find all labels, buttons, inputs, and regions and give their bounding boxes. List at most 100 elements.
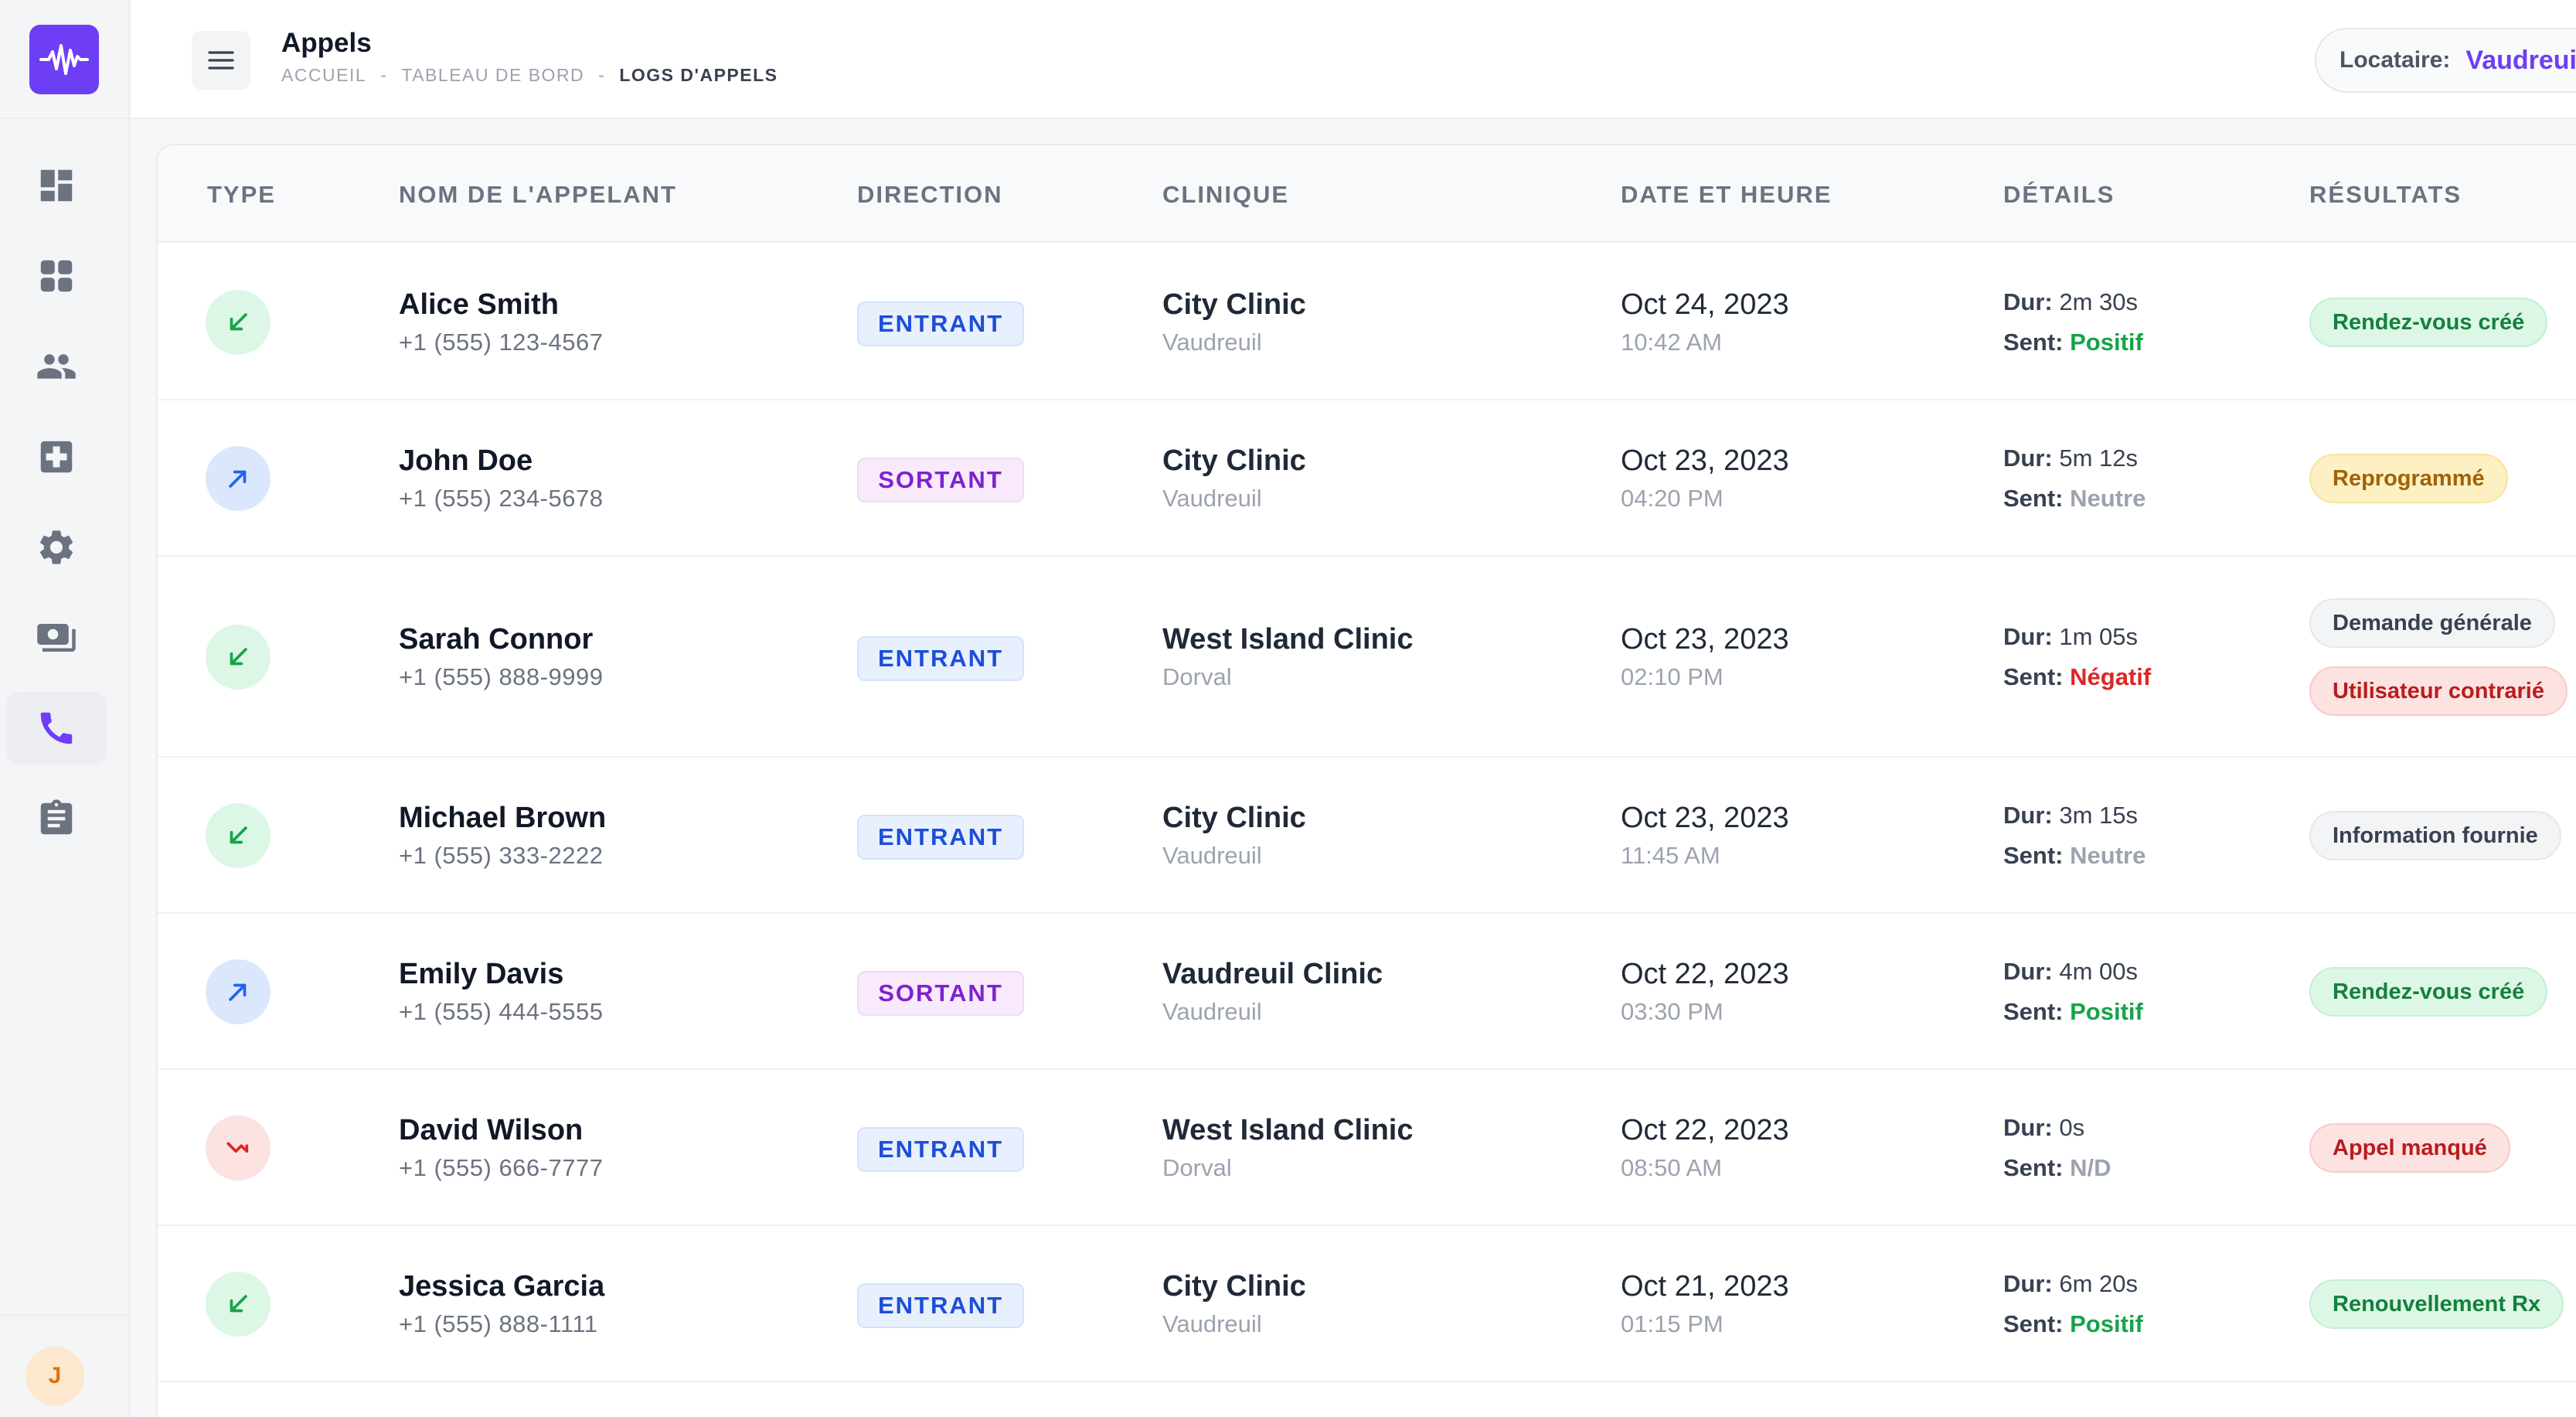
users-icon (37, 354, 76, 379)
breadcrumb-separator: - (598, 65, 606, 85)
nav-apps[interactable] (6, 240, 107, 312)
tenant-selector[interactable]: Locataire: Vaudreuil (2315, 28, 2576, 93)
nav-calls[interactable] (6, 692, 107, 765)
direction-badge: SORTANT (857, 458, 1024, 502)
column-header-clinic[interactable]: CLINIQUE (1162, 181, 1290, 208)
sentiment-value: Positif (2070, 329, 2143, 356)
call-sentiment: Sent: N/D (2003, 1154, 2112, 1182)
column-header-results[interactable]: RÉSULTATS (2309, 181, 2462, 208)
result-badge: Rendez-vous créé (2309, 298, 2548, 347)
duration-label: Dur: (2003, 623, 2053, 650)
table-row[interactable]: Michael Brown +1 (555) 333-2222 ENTRANT … (158, 758, 2576, 914)
billing-icon (37, 624, 76, 652)
caller-name[interactable]: John Doe (399, 445, 533, 477)
missed-call-icon (226, 1142, 249, 1153)
user-avatar[interactable]: J (26, 1347, 84, 1405)
call-sentiment: Sent: Négatif (2003, 663, 2151, 691)
table-row[interactable]: John Doe +1 (555) 234-5678 SORTANT City … (158, 400, 2576, 557)
nav-settings[interactable] (6, 511, 107, 584)
sidebar-divider (0, 118, 130, 119)
call-sentiment: Sent: Positif (2003, 998, 2143, 1026)
caller-name[interactable]: Michael Brown (399, 802, 607, 834)
sidebar: J (0, 0, 130, 1417)
table-row[interactable]: Sarah Connor +1 (555) 888-9999 ENTRANT W… (158, 557, 2576, 758)
caller-phone: +1 (555) 888-9999 (399, 663, 604, 690)
call-duration: Dur: 5m 12s (2003, 445, 2138, 472)
sentiment-label: Sent: (2003, 485, 2064, 512)
sentiment-label: Sent: (2003, 329, 2064, 356)
grid-icon (40, 260, 73, 292)
phone-icon (40, 712, 73, 744)
nav-clinics[interactable] (6, 421, 107, 493)
outgoing-call-icon (229, 470, 247, 488)
call-date: Oct 24, 2023 (1621, 288, 1789, 321)
incoming-call-icon (230, 648, 247, 666)
column-header-direction[interactable]: DIRECTION (857, 181, 1003, 208)
clinic-name: City Clinic (1162, 288, 1306, 321)
result-badge: Reprogrammé (2309, 454, 2508, 503)
menu-toggle-button[interactable] (192, 31, 250, 90)
caller-name[interactable]: Sarah Connor (399, 623, 594, 656)
table-row[interactable]: Emily Davis +1 (555) 444-5555 SORTANT Va… (158, 914, 2576, 1070)
incoming-call-icon (230, 1295, 247, 1313)
breadcrumb-dashboard[interactable]: TABLEAU DE BORD (401, 65, 585, 85)
nav-dashboard[interactable] (6, 149, 107, 222)
table-row[interactable]: David Wilson +1 (555) 666-7777 ENTRANT W… (158, 1070, 2576, 1226)
caller-phone: +1 (555) 888-1111 (399, 1310, 598, 1337)
column-header-datetime[interactable]: DATE ET HEURE (1621, 181, 1832, 208)
waveform-icon (39, 44, 89, 75)
breadcrumb-separator: - (380, 65, 388, 85)
direction-badge: ENTRANT (857, 1283, 1024, 1328)
tenant-label: Locataire: (2339, 47, 2451, 73)
clinic-city: Vaudreuil (1162, 329, 1262, 356)
call-duration: Dur: 3m 15s (2003, 802, 2138, 829)
nav-billing[interactable] (6, 601, 107, 674)
nav-users[interactable] (6, 330, 107, 403)
caller-name[interactable]: Emily Davis (399, 958, 564, 990)
app-logo[interactable] (29, 25, 99, 94)
column-header-type[interactable]: TYPE (207, 181, 276, 208)
top-header: Appels ACCUEIL - TABLEAU DE BORD - LOGS … (131, 0, 2576, 119)
call-logs-table: TYPE NOM DE L'APPELANT DIRECTION CLINIQU… (156, 144, 2576, 1417)
sentiment-value: Neutre (2070, 842, 2146, 869)
table-row[interactable]: Jessica Garcia +1 (555) 888-1111 ENTRANT… (158, 1226, 2576, 1382)
incoming-call-icon (230, 826, 247, 844)
breadcrumb-current: LOGS D'APPELS (619, 65, 778, 85)
breadcrumb-home[interactable]: ACCUEIL (281, 65, 367, 85)
call-date: Oct 21, 2023 (1621, 1270, 1789, 1303)
column-header-details[interactable]: DÉTAILS (2003, 181, 2115, 208)
nav-reports[interactable] (6, 782, 107, 855)
column-header-caller[interactable]: NOM DE L'APPELANT (399, 181, 677, 208)
call-time: 04:20 PM (1621, 485, 1724, 512)
call-date: Oct 22, 2023 (1621, 958, 1789, 990)
clinic-city: Dorval (1162, 1154, 1232, 1181)
duration-value: 1m 05s (2059, 623, 2139, 650)
sentiment-label: Sent: (2003, 1310, 2064, 1337)
hamburger-icon (208, 51, 234, 70)
caller-phone: +1 (555) 666-7777 (399, 1154, 604, 1181)
medical-cross-icon (40, 441, 73, 473)
clinic-city: Vaudreuil (1162, 842, 1262, 869)
duration-label: Dur: (2003, 958, 2053, 985)
dashboard-icon (40, 169, 73, 202)
duration-value: 0s (2059, 1114, 2085, 1141)
sentiment-value: Positif (2070, 998, 2143, 1025)
clinic-city: Vaudreuil (1162, 998, 1262, 1025)
duration-label: Dur: (2003, 1270, 2053, 1297)
caller-name[interactable]: Alice Smith (399, 288, 559, 321)
sentiment-label: Sent: (2003, 998, 2064, 1025)
caller-name[interactable]: David Wilson (399, 1114, 584, 1146)
table-row[interactable]: Alice Smith +1 (555) 123-4567 ENTRANT Ci… (158, 244, 2576, 400)
duration-value: 5m 12s (2059, 445, 2139, 472)
clinic-name: Vaudreuil Clinic (1162, 958, 1383, 990)
result-badge: Information fournie (2309, 811, 2561, 860)
sentiment-label: Sent: (2003, 1154, 2064, 1181)
call-date: Oct 22, 2023 (1621, 1114, 1789, 1146)
clinic-name: West Island Clinic (1162, 623, 1414, 656)
direction-badge: ENTRANT (857, 1127, 1024, 1172)
call-sentiment: Sent: Neutre (2003, 842, 2146, 870)
caller-name[interactable]: Jessica Garcia (399, 1270, 605, 1303)
call-duration: Dur: 6m 20s (2003, 1270, 2138, 1298)
call-date: Oct 23, 2023 (1621, 623, 1789, 656)
caller-phone: +1 (555) 234-5678 (399, 485, 604, 512)
